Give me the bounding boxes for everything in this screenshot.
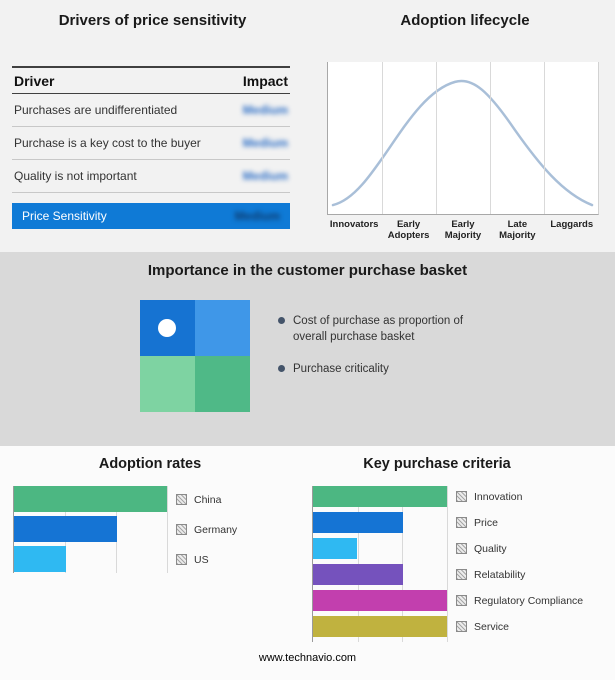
bar-china <box>14 486 167 512</box>
legend-swatch-icon <box>176 554 187 565</box>
basket-section: Importance in the customer purchase bask… <box>0 252 615 446</box>
footer-url: www.technavio.com <box>258 652 357 664</box>
bullet-text: Cost of purchase as proportion of overal… <box>293 315 464 343</box>
stage-label: Laggards <box>550 219 594 230</box>
adoption-rates-legend: China Germany US <box>176 486 296 576</box>
legend-swatch-icon <box>176 494 187 505</box>
criteria-legend: Innovation Price Quality Relatability Regula… <box>456 486 611 646</box>
legend-label: China <box>194 493 222 506</box>
quadrant-top-left <box>140 300 195 356</box>
bar-innovation <box>313 486 447 507</box>
gridline <box>382 62 383 214</box>
quadrant-bottom-right <box>195 356 250 412</box>
gridline <box>490 62 491 214</box>
adoption-rates-plot <box>13 486 168 573</box>
bullet-item: Cost of purchase as proportion of overal… <box>278 314 473 345</box>
driver-cell: Purchases are undifferentiated <box>14 103 178 117</box>
gridline <box>447 486 448 642</box>
position-dot-icon <box>158 319 176 337</box>
adoption-rates-title: Adoption rates <box>98 456 202 472</box>
bullet-text: Purchase criticality <box>293 363 389 376</box>
lifecycle-panel-title: Adoption lifecycle <box>400 12 530 29</box>
stage-label: Early Adopters <box>387 219 430 242</box>
table-row: Purchase is a key cost to the buyer Mediu… <box>12 127 290 160</box>
legend-label: Price <box>474 516 498 529</box>
stage-label: Innovators <box>329 219 379 230</box>
charts-section: Adoption rates Key purchase criteria Chi… <box>0 446 615 680</box>
impact-value: Medium <box>242 136 288 150</box>
top-section: Drivers of price sensitivity Adoption li… <box>0 0 615 252</box>
gridline <box>436 62 437 214</box>
impact-value: Medium <box>242 103 288 117</box>
bell-curve <box>331 79 594 207</box>
gridline <box>116 486 117 573</box>
legend-item: Relatability <box>456 568 525 581</box>
legend-swatch-icon <box>456 517 467 528</box>
driver-cell: Quality is not important <box>14 169 137 183</box>
legend-item: Germany <box>176 523 237 536</box>
impact-column-header: Impact <box>242 72 288 89</box>
driver-column-header: Driver <box>14 72 55 89</box>
bell-curve-path <box>331 79 594 207</box>
legend-item: Price <box>456 516 498 529</box>
legend-label: Germany <box>194 523 238 536</box>
legend-item: Service <box>456 620 509 633</box>
quadrant-top-right <box>195 300 250 356</box>
legend-label: US <box>194 553 209 566</box>
legend-item: Innovation <box>456 490 522 503</box>
drivers-table-body: Purchases are undifferentiated Medium Purc… <box>12 94 290 193</box>
stage-label: Late Majority <box>499 219 536 242</box>
legend-item: US <box>176 553 209 566</box>
bar-germany <box>14 516 117 542</box>
legend-label: Regulatory Compliance <box>474 594 584 607</box>
bar-us <box>14 546 67 572</box>
driver-cell: Purchase is a key cost to the buyer <box>14 136 201 150</box>
gridline <box>167 486 168 573</box>
quadrant-bottom-left <box>140 356 195 412</box>
impact-value: Medium <box>234 209 280 223</box>
lifecycle-plot <box>327 62 599 215</box>
price-sensitivity-label: Price Sensitivity <box>22 209 107 223</box>
legend-swatch-icon <box>176 524 187 535</box>
legend-swatch-icon <box>456 595 467 606</box>
bar-price <box>313 512 403 533</box>
bar-relatability <box>313 564 403 585</box>
price-sensitivity-row: Price Sensitivity Medium <box>12 203 290 229</box>
basket-panel-title: Importance in the customer purchase bask… <box>147 262 468 279</box>
purchase-basket-quadrant <box>140 300 250 412</box>
legend-label: Quality <box>474 542 507 555</box>
stage-label: Early Majority <box>444 219 482 242</box>
bullet-icon <box>278 317 285 324</box>
legend-item: Quality <box>456 542 507 555</box>
legend-swatch-icon <box>456 621 467 632</box>
legend-label: Relatability <box>474 568 526 581</box>
bar-regulatory-compliance <box>313 590 447 611</box>
table-row: Quality is not important Medium <box>12 160 290 193</box>
drivers-panel-title: Drivers of price sensitivity <box>58 12 247 29</box>
legend-swatch-icon <box>456 491 467 502</box>
purchase-criteria-title: Key purchase criteria <box>363 456 511 472</box>
impact-value: Medium <box>242 169 288 183</box>
legend-swatch-icon <box>456 569 467 580</box>
lifecycle-stages: Innovators Early Adopters Early Majority La… <box>327 219 599 242</box>
legend-label: Innovation <box>474 490 523 503</box>
bullet-item: Purchase criticality <box>278 362 473 378</box>
legend-item: China <box>176 493 221 506</box>
criteria-plot <box>312 486 448 642</box>
drivers-table: Driver Impact Purchases are undifferenti… <box>12 66 290 193</box>
legend-swatch-icon <box>456 543 467 554</box>
table-header-row: Driver Impact <box>12 66 290 94</box>
gridline <box>544 62 545 214</box>
bullet-icon <box>278 365 285 373</box>
legend-item: Regulatory Compliance <box>456 594 583 607</box>
basket-bullets: Cost of purchase as proportion of overal… <box>278 314 473 395</box>
legend-label: Service <box>474 620 510 633</box>
bar-quality <box>313 538 358 559</box>
table-row: Purchases are undifferentiated Medium <box>12 94 290 127</box>
bar-service <box>313 616 447 637</box>
